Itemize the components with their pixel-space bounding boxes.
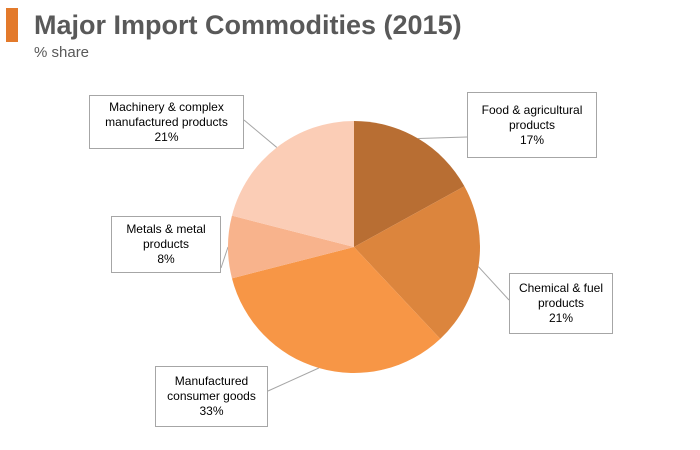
leader-line-chemical: [478, 266, 510, 301]
slice-label-chemical-value: 21%: [548, 311, 574, 325]
slice-label-metals-line2: products: [142, 237, 190, 251]
pie-slices: [228, 121, 480, 373]
leader-line-metals: [220, 246, 229, 269]
slice-label-machinery-value: 21%: [154, 129, 179, 144]
chart-header: Major Import Commodities (2015) % share: [0, 0, 700, 70]
leader-lines: [220, 119, 510, 392]
slice-label-consumer-line1: Manufactured: [174, 374, 249, 388]
pie-slice-food: [354, 121, 465, 247]
slice-label-machinery-line2: manufactured products: [105, 114, 228, 129]
slice-label-consumer-value: 33%: [199, 404, 224, 418]
leader-line-consumer: [267, 367, 320, 392]
slice-label-chemical-line1: Chemical & fuel: [518, 281, 604, 295]
pie-slice-machinery: [231, 121, 354, 247]
slice-label-chemical: Chemical & fuel products 21%: [509, 273, 613, 334]
slice-label-metals-value: 8%: [157, 252, 175, 266]
chart-subtitle: % share: [34, 44, 90, 61]
slice-label-machinery: Machinery & complex manufactured product…: [89, 95, 244, 149]
pie-slice-consumer: [231, 247, 441, 373]
slice-label-food-value: 17%: [519, 132, 545, 147]
slice-label-chemical-line2: products: [537, 296, 585, 310]
leader-line-machinery: [243, 119, 278, 148]
slice-label-machinery-line1: Machinery & complex: [109, 99, 224, 114]
slice-label-food: Food & agricultural products 17%: [467, 92, 597, 158]
leader-line-food: [418, 136, 468, 140]
slice-label-consumer-line2: consumer goods: [167, 389, 256, 403]
slice-label-metals: Metals & metal products 8%: [111, 216, 221, 273]
chart-title: Major Import Commodities (2015): [34, 10, 462, 40]
pie-slice-chemical: [354, 186, 480, 339]
slice-label-consumer: Manufactured consumer goods 33%: [155, 366, 268, 427]
title-accent-bar: [6, 8, 18, 42]
slice-label-food-line2: products: [508, 117, 556, 132]
slice-label-metals-line1: Metals & metal: [126, 222, 206, 236]
pie-slice-metals: [228, 215, 354, 279]
slice-label-food-line1: Food & agricultural: [481, 102, 583, 117]
